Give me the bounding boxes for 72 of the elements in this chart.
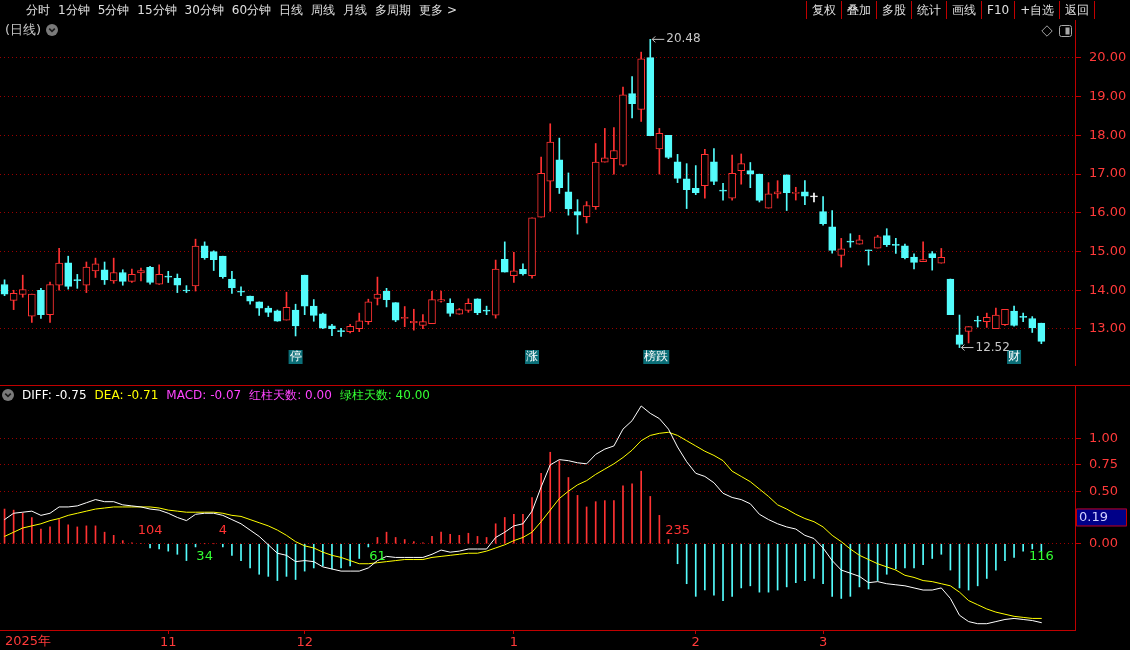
candlestick [237, 286, 245, 297]
y-tick-label: 15.00 [1089, 242, 1127, 258]
y-tick-label: 20.00 [1089, 49, 1127, 65]
y-tick-label: 13.00 [1089, 320, 1127, 336]
text: 60分钟 [231, 2, 272, 19]
text: 日线 [279, 2, 304, 19]
candlestick [719, 183, 727, 201]
text: DIFF: -0.75 [22, 388, 87, 402]
chart-title: (日线) [5, 22, 42, 37]
annotation: 235 [665, 522, 690, 538]
y-tick-label: 14.00 [1089, 281, 1127, 297]
annotation: 34 [196, 548, 213, 564]
x-axis-title: 2025年 [5, 633, 52, 648]
text: 15分钟 [137, 2, 177, 19]
x-tick-label: 2 [691, 634, 700, 650]
candlestick [973, 315, 982, 328]
text: 更多 > [419, 2, 457, 19]
annotation: 4 [218, 522, 227, 538]
annotation: 12.52 [975, 339, 1010, 354]
text: 财 [1008, 349, 1021, 364]
x-tick-label: 1 [509, 634, 518, 650]
text: 统计 [911, 1, 946, 19]
text: 画线 [946, 1, 981, 19]
candlestick [837, 238, 846, 268]
text: F10 [981, 1, 1015, 19]
candlestick [810, 192, 818, 203]
text: 5分钟 [97, 2, 130, 19]
text: 涨 [526, 349, 539, 364]
candlestick [691, 165, 700, 195]
candlestick [801, 180, 809, 206]
x-tick-label: 3 [818, 634, 828, 650]
y-tick-label: 0.50 [1089, 482, 1118, 498]
y-tick-label: 1.00 [1089, 429, 1118, 445]
text: 叠加 [841, 1, 876, 19]
annotation: MACD: -0.07 [166, 388, 242, 402]
text: 30分钟 [184, 2, 224, 19]
candlestick [610, 127, 618, 175]
annotation: 61 [369, 548, 386, 564]
candlestick [737, 153, 746, 185]
candlestick [137, 267, 145, 282]
y-tick-label: 16.00 [1089, 204, 1127, 220]
y-tick-label: 19.00 [1089, 88, 1127, 104]
y-tick-label: 0.00 [1089, 535, 1118, 551]
x-tick-label: 11 [159, 634, 177, 650]
text: 停 [289, 349, 302, 364]
candlestick [337, 327, 345, 337]
text: 1分钟 [58, 2, 90, 19]
text: 分时 [26, 2, 50, 19]
annotation: 20.48 [666, 31, 701, 46]
candlestick [510, 251, 518, 283]
text: 周线 [311, 2, 336, 19]
x-tick-label: 12 [296, 634, 313, 650]
annotation: 116 [1028, 548, 1054, 564]
candlestick [164, 270, 173, 283]
text: 多周期 [375, 2, 412, 19]
text: 多股 [876, 1, 911, 19]
text: +自选 [1014, 1, 1060, 19]
text: 月线 [343, 2, 368, 19]
text: 复权 [806, 1, 841, 19]
text: 0.19 [1079, 508, 1108, 524]
text: DEA: -0.71 [94, 388, 159, 402]
y-tick-label: 17.00 [1089, 165, 1127, 181]
text: 榜跌 [644, 349, 669, 364]
text: 返回 [1059, 1, 1096, 19]
candlestick [437, 290, 445, 303]
y-tick-label: 18.00 [1089, 126, 1127, 142]
annotation: 红柱天数: 0.00 [249, 388, 332, 402]
annotation: 绿柱天数: 40.00 [339, 388, 430, 402]
candlestick [746, 162, 755, 188]
y-tick-label: 0.75 [1089, 456, 1118, 472]
candlestick [919, 241, 927, 262]
annotation: 104 [137, 522, 163, 538]
